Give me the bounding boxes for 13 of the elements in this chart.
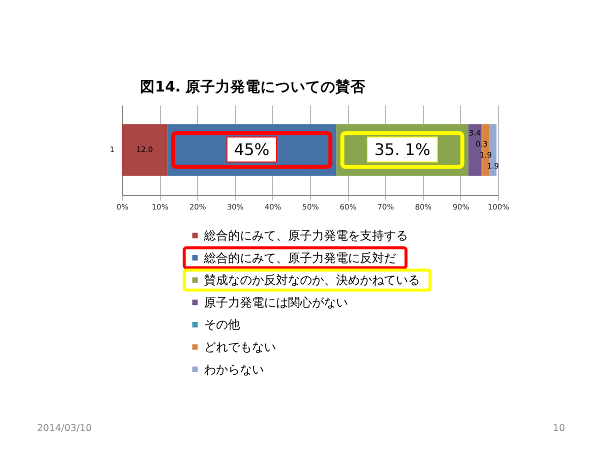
legend-label: 賛成なのか反対なのか、決めかねている	[204, 273, 420, 288]
legend-label: わからない	[204, 362, 264, 376]
legend-label: どれでもない	[204, 340, 276, 354]
bar	[122, 124, 168, 176]
chart-title: 図14. 原子力発電についての賛否	[140, 78, 367, 96]
text: 10	[552, 423, 565, 434]
text: 2014/03/10	[37, 423, 92, 434]
annotation: 35. 1%	[374, 140, 430, 159]
annotation: 45%	[234, 140, 270, 159]
legend-label: 総合的にみて、原子力発電を支持する	[203, 228, 408, 242]
legend-label: 原子力発電には関心がない	[204, 295, 348, 310]
legend-label: その他	[204, 318, 240, 332]
legend-label: 総合的にみて、原子力発電に反対だ	[203, 250, 396, 265]
